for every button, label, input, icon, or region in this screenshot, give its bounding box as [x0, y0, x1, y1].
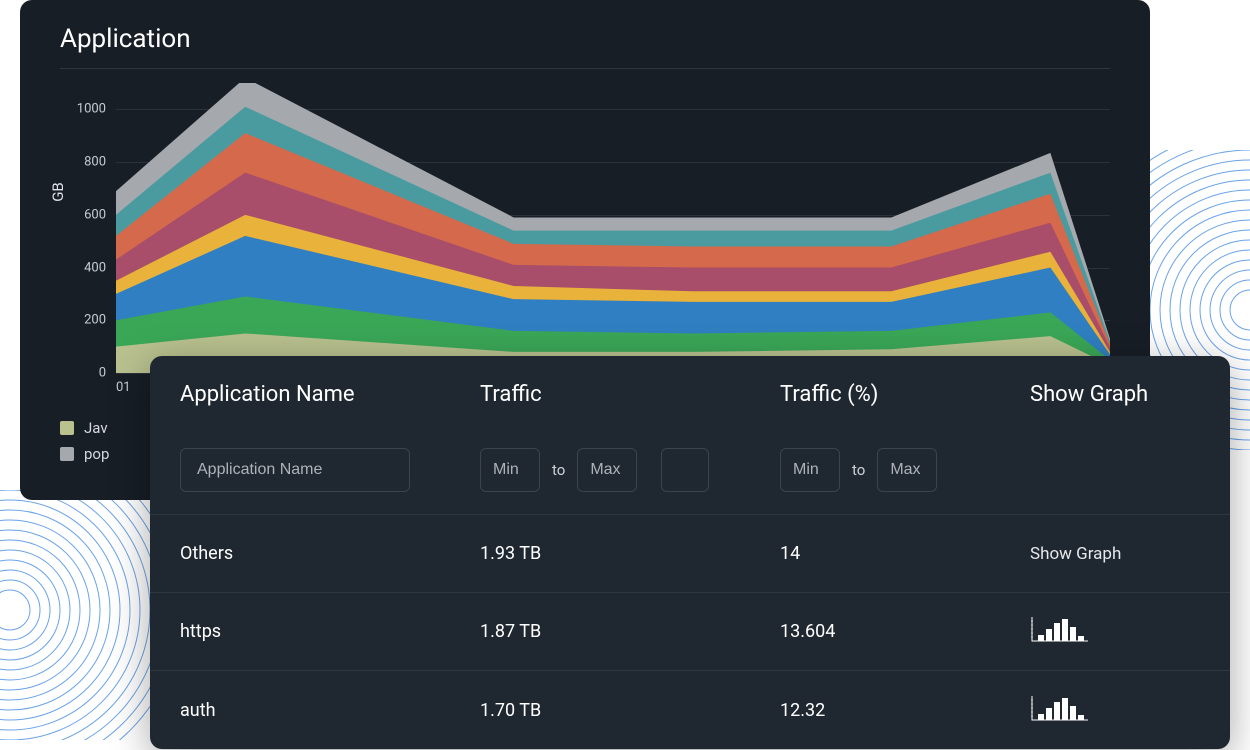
legend-swatch [60, 421, 74, 435]
filter-traffic-unit-box[interactable] [661, 448, 709, 492]
filter-name-input[interactable] [180, 448, 410, 492]
legend-label: Jav [84, 419, 108, 437]
col-header-traffic: Traffic [480, 382, 780, 407]
show-graph-label[interactable]: Show Graph [1030, 544, 1121, 564]
table-row: auth1.70 TB12.32 [150, 671, 1230, 749]
cell-traffic: 1.70 TB [480, 700, 780, 721]
range-to-label: to [552, 461, 565, 479]
chart-divider [60, 68, 1110, 69]
stacked-area-chart [116, 83, 1110, 373]
cell-traffic-pct: 12.32 [780, 700, 1030, 721]
table-header-row: Application Name Traffic Traffic (%) Sho… [150, 356, 1230, 432]
y-axis: GB 02004006008001000 [60, 83, 116, 373]
filter-pct-min[interactable] [780, 448, 840, 492]
show-graph-link[interactable]: Show Graph [1030, 543, 1200, 564]
plot-area: 01 [116, 83, 1110, 373]
y-tick-label: 1000 [77, 102, 106, 117]
col-header-traffic-pct: Traffic (%) [780, 382, 1030, 407]
y-axis-unit: GB [49, 182, 67, 202]
filter-traffic-range: to [480, 448, 780, 492]
y-tick-label: 0 [99, 366, 106, 381]
cell-traffic-pct: 14 [780, 543, 1030, 564]
table-filter-row: to to [150, 432, 1230, 515]
y-tick-label: 200 [84, 313, 106, 328]
table-row: https1.87 TB13.604 [150, 593, 1230, 671]
y-tick-label: 800 [84, 155, 106, 170]
filter-traffic-min[interactable] [480, 448, 540, 492]
filter-pct-max[interactable] [877, 448, 937, 492]
cell-traffic: 1.93 TB [480, 543, 780, 564]
cell-traffic-pct: 13.604 [780, 621, 1030, 642]
legend-swatch [60, 447, 74, 461]
cell-app-name: https [180, 621, 480, 642]
legend-label: pop [84, 445, 109, 463]
col-header-show-graph: Show Graph [1030, 382, 1200, 407]
x-tick-label: 01 [116, 380, 131, 395]
show-graph-button[interactable] [1030, 694, 1200, 727]
y-tick-label: 600 [84, 207, 106, 222]
chart-title: Application [60, 24, 1110, 54]
show-graph-button[interactable] [1030, 615, 1200, 648]
filter-pct-range: to [780, 448, 1030, 492]
y-tick-label: 400 [84, 260, 106, 275]
col-header-name: Application Name [180, 382, 480, 407]
table-card: Application Name Traffic Traffic (%) Sho… [150, 356, 1230, 749]
cell-traffic: 1.87 TB [480, 621, 780, 642]
bar-chart-icon[interactable] [1030, 615, 1090, 643]
range-to-label: to [852, 461, 865, 479]
cell-app-name: auth [180, 700, 480, 721]
table-row: Others1.93 TB14Show Graph [150, 515, 1230, 593]
chart-plot: GB 02004006008001000 01 [60, 83, 1110, 373]
filter-traffic-max[interactable] [577, 448, 637, 492]
bar-chart-icon[interactable] [1030, 694, 1090, 722]
cell-app-name: Others [180, 543, 480, 564]
